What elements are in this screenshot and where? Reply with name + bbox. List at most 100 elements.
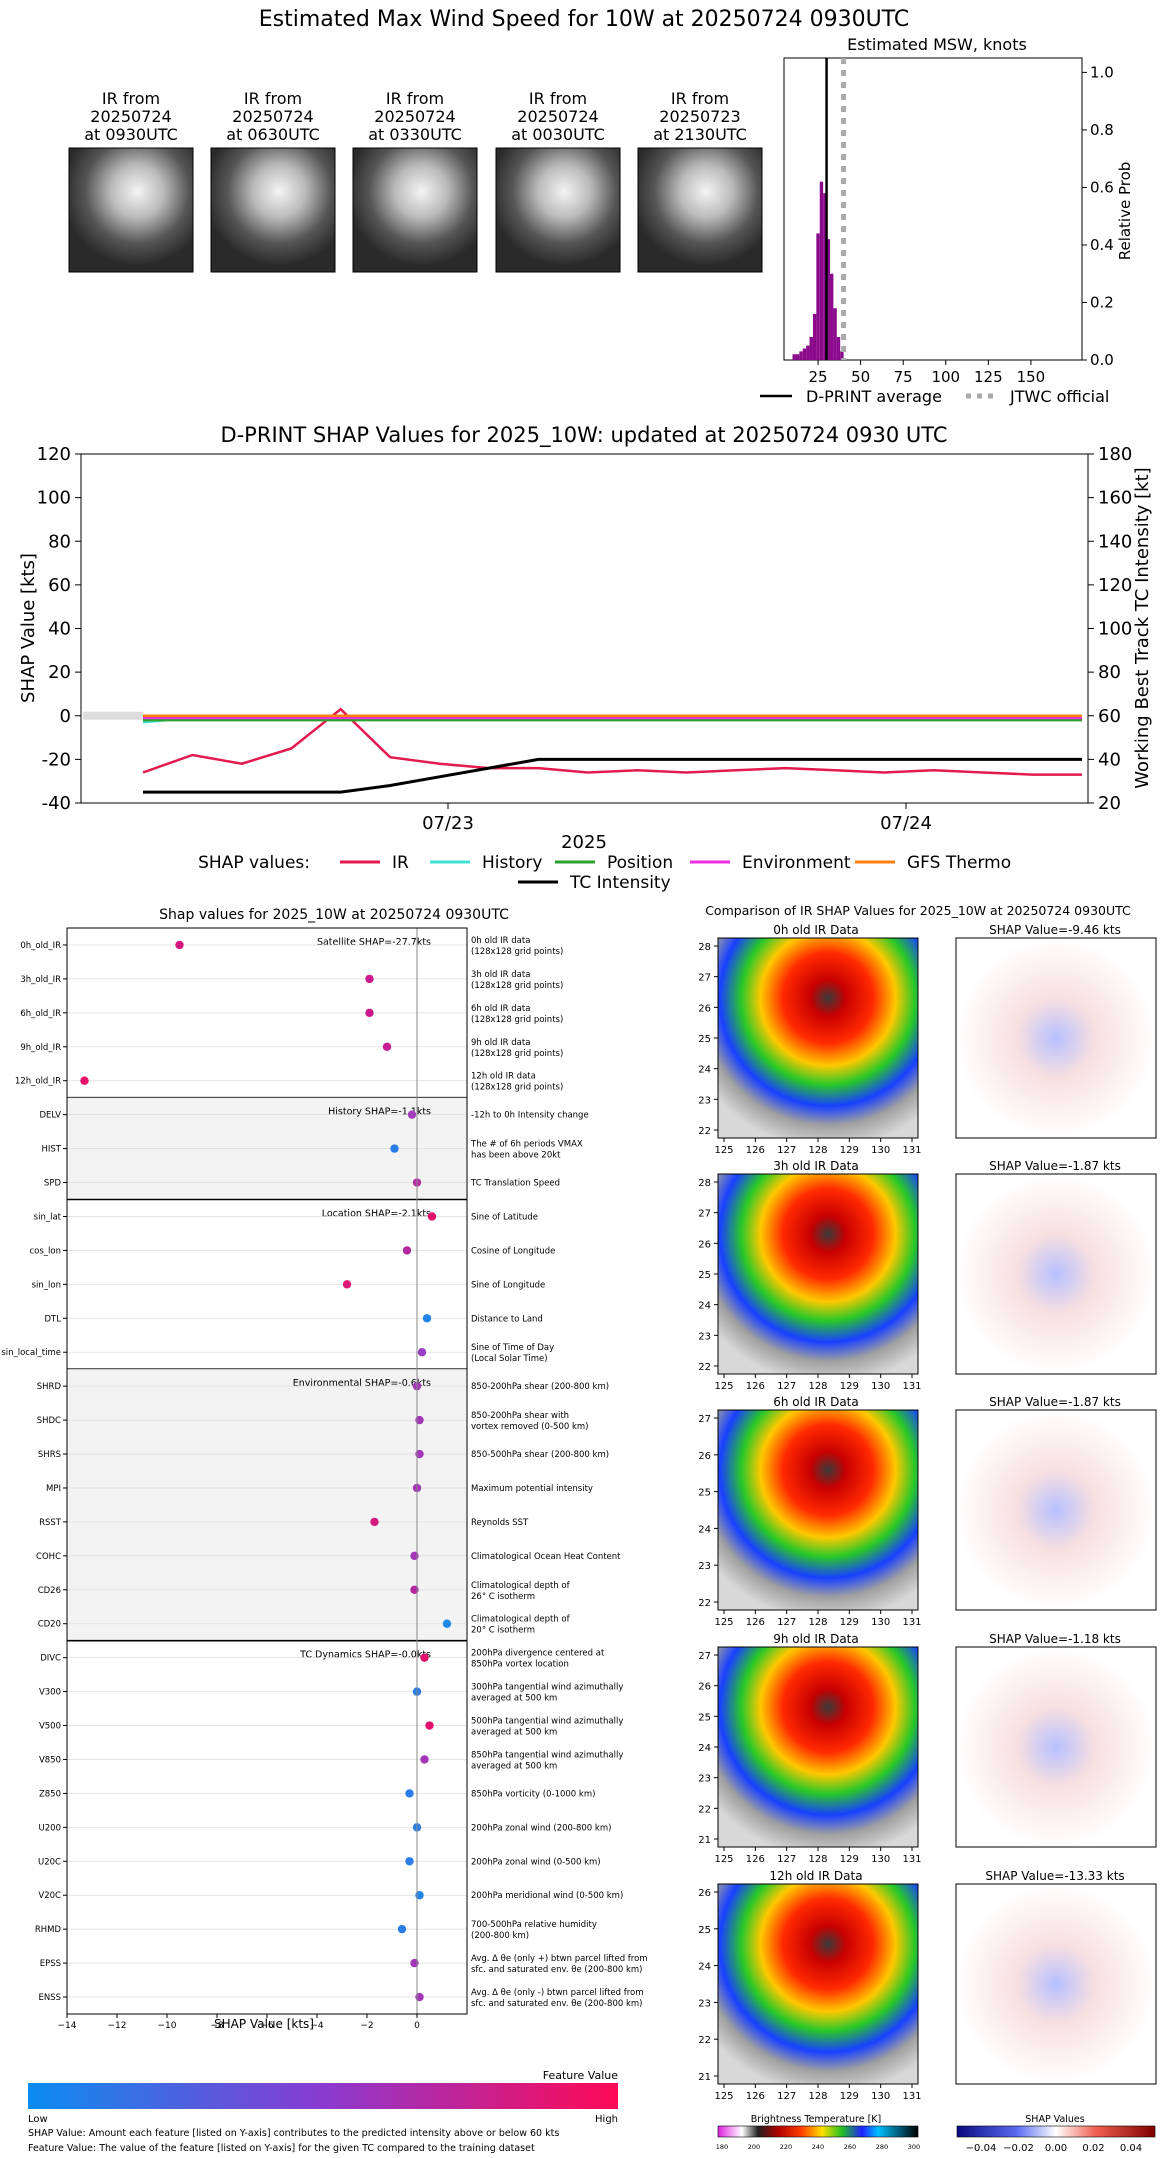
feature-description: (128x128 grid points) xyxy=(471,1049,563,1059)
ts-ytick-right-label: 40 xyxy=(1098,749,1121,770)
ir-ytick-label: 22 xyxy=(698,1804,711,1815)
feature-shap-point xyxy=(442,1619,452,1628)
sv-tick-label: 0.02 xyxy=(1082,2143,1104,2154)
bt-tick-label: 300 xyxy=(908,2143,920,2151)
feature-description: Sine of Time of Day xyxy=(471,1343,554,1353)
feature-name: DTL xyxy=(45,1314,62,1324)
ts-ytick-right-label: 140 xyxy=(1098,531,1132,552)
ir-ytick-label: 21 xyxy=(698,1835,711,1846)
feature-description: 6h old IR data xyxy=(471,1004,530,1014)
hist-xtick-label: 75 xyxy=(894,368,913,386)
shap-panel-image xyxy=(955,1409,1157,1611)
histogram-bar xyxy=(792,354,796,360)
feature-description: sfc. and saturated env. θe (200-800 km) xyxy=(471,1965,643,1975)
ir-xtick-label: 125 xyxy=(714,1145,733,1156)
histogram-bar xyxy=(809,336,813,360)
feature-description: Avg. Δ θe (only +) btwn parcel lifted fr… xyxy=(471,1954,648,1964)
shap-ts-ylabel-left: SHAP Value [kts] xyxy=(18,553,39,703)
feature-description: has been above 20kt xyxy=(471,1151,561,1161)
feature-description: 0h old IR data xyxy=(471,936,530,946)
feature-name: SHRD xyxy=(37,1382,62,1392)
thumb-label-line3: at 0030UTC xyxy=(511,125,605,144)
thumb-label-line3: at 2130UTC xyxy=(653,125,747,144)
feature-name: cos_lon xyxy=(29,1246,61,1256)
legend-dprint-average: D-PRINT average xyxy=(806,387,942,406)
shap-panel-title: SHAP Value=-9.46 kts xyxy=(989,923,1121,937)
ir-thumbnail-image xyxy=(210,147,336,273)
feature-shap-point xyxy=(422,1314,432,1323)
ts-ytick-left-label: 40 xyxy=(48,619,71,640)
sv-tick-label: −0.02 xyxy=(1003,2143,1034,2154)
thumb-label-line2: 20250724 xyxy=(90,107,171,126)
feature-description: -12h to 0h Intensity change xyxy=(471,1111,589,1121)
histogram-bar xyxy=(795,354,800,360)
ir-ytick-label: 21 xyxy=(698,2072,711,2083)
ir-xtick-label: 129 xyxy=(840,2091,859,2102)
feature-description: 200hPa divergence centered at xyxy=(471,1649,605,1659)
ir-ytick-label: 22 xyxy=(698,1126,711,1137)
note-shap-value: SHAP Value: Amount each feature [listed … xyxy=(28,2128,559,2139)
ir-xtick-label: 127 xyxy=(777,1145,796,1156)
ir-ytick-label: 24 xyxy=(698,1962,711,1973)
ir-xtick-label: 129 xyxy=(840,1145,859,1156)
thumb-label-line2: 20250724 xyxy=(374,107,455,126)
feature-shap-point xyxy=(382,1042,392,1051)
feature-description: 850-200hPa shear (200-800 km) xyxy=(471,1382,609,1392)
ir-ytick-label: 24 xyxy=(698,1743,711,1754)
ir-ytick-label: 24 xyxy=(698,1301,711,1312)
ir-ytick-label: 22 xyxy=(698,2035,711,2046)
feature-description: 850hPa vortex location xyxy=(471,1660,569,1670)
ir-ytick-label: 26 xyxy=(698,1682,711,1693)
feature-shap-point xyxy=(365,1008,374,1018)
ts-ytick-right-label: 20 xyxy=(1098,793,1121,814)
shap-ts-xlabel: 2025 xyxy=(561,832,607,853)
feature-shap-point xyxy=(407,1110,417,1119)
feature-value-label: Feature Value xyxy=(543,2069,619,2082)
ir-panel-image xyxy=(717,1173,919,1375)
hist-xtick-label: 50 xyxy=(851,368,870,386)
ts-ytick-right-label: 100 xyxy=(1098,619,1132,640)
feature-name: CD20 xyxy=(38,1620,61,1630)
feature-description: 12h old IR data xyxy=(471,1072,536,1082)
ir-panel-image xyxy=(717,1883,919,2085)
ir-ytick-label: 25 xyxy=(698,1488,711,1499)
ir-ytick-label: 23 xyxy=(698,1998,711,2009)
ts-ytick-left-label: 60 xyxy=(48,575,71,596)
ir-thumbnail-image xyxy=(495,147,621,273)
feature-name: RSST xyxy=(39,1518,62,1528)
group-shade xyxy=(67,1369,467,1641)
ir-xtick-label: 125 xyxy=(714,1854,733,1865)
thumb-label-line1: IR from xyxy=(529,89,587,108)
feature-shap-point xyxy=(370,1517,379,1527)
ts-ytick-left-label: -40 xyxy=(42,793,71,814)
ir-xtick-label: 129 xyxy=(840,1617,859,1628)
feature-description: (128x128 grid points) xyxy=(471,947,563,957)
ir-xtick-label: 129 xyxy=(840,1854,859,1865)
ir-thumbnail-image xyxy=(68,147,194,273)
ir-ytick-label: 23 xyxy=(698,1561,711,1572)
shap-ts-legend: SHAP values: IR History Position Environment… xyxy=(198,853,1011,893)
histogram-bar xyxy=(829,273,834,360)
ir-xtick-label: 131 xyxy=(902,1854,921,1865)
histogram-frame xyxy=(783,57,1083,361)
hist-ytick-label: 0.0 xyxy=(1090,351,1114,369)
ir-ytick-label: 25 xyxy=(698,1925,711,1936)
ir-comparison-panels: 0h old IR Data SHAP Value=-9.46 kts 28 27 26… xyxy=(698,923,1157,2102)
feature-name: CD26 xyxy=(38,1586,61,1596)
hist-xtick-label: 25 xyxy=(809,368,828,386)
feature-name: MPI xyxy=(46,1484,61,1494)
ts-xtick-label: 07/23 xyxy=(422,813,474,834)
shap-panel-image xyxy=(955,1646,1157,1848)
feature-description: 850hPa tangential wind azimuthally xyxy=(471,1750,623,1760)
ts-ytick-right-label: 60 xyxy=(1098,706,1121,727)
histogram-bar xyxy=(802,348,807,360)
feature-description: 300hPa tangential wind azimuthally xyxy=(471,1683,623,1693)
feature-description: (200-800 km) xyxy=(471,1931,529,1941)
bt-tick-label: 260 xyxy=(844,2143,856,2151)
shap-panel-title: SHAP Value=-1.18 kts xyxy=(989,1632,1121,1646)
feature-name: 6h_old_IR xyxy=(20,1009,61,1019)
feature-description: averaged at 500 km xyxy=(471,1761,557,1771)
histogram-bar xyxy=(826,239,830,360)
feature-shap-point xyxy=(390,1144,399,1153)
feature-description: Sine of Longitude xyxy=(471,1280,545,1290)
